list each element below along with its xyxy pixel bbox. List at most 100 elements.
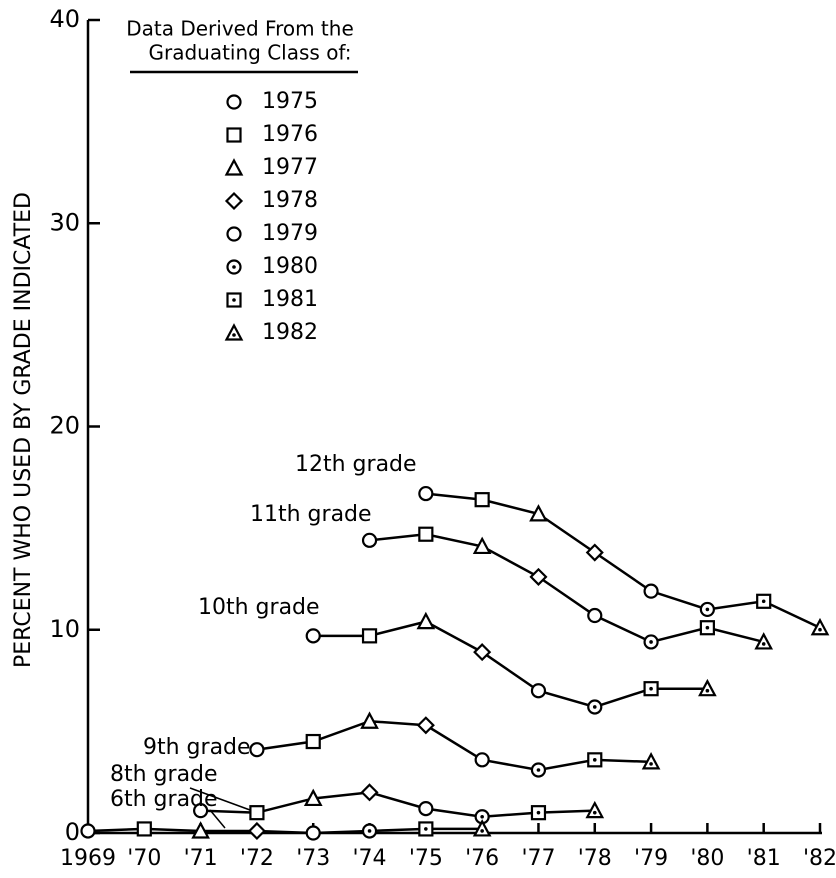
marker-dot [536,810,541,815]
marker-dot [536,768,541,772]
point [698,678,717,697]
marker-dot [705,688,710,693]
series-line [200,791,595,818]
marker-shape [224,191,244,211]
point [810,617,830,636]
marker-shape [529,567,548,586]
x-tick-label: '78 [578,846,612,871]
legend-label: 1976 [262,122,318,147]
marker-shape [643,583,659,599]
marker-shape [249,805,265,821]
legend-title: Data Derived From the [126,17,354,41]
leader-line [189,787,251,811]
marker-shape [303,788,323,807]
marker-dot [232,298,236,302]
point [360,783,379,802]
marker-shape [810,617,830,636]
point [643,681,659,697]
marker-shape [473,643,492,662]
legend-marker [226,292,242,308]
marker-dot [761,642,766,646]
point [587,699,603,715]
point [473,643,492,662]
legend-label: 1982 [262,320,318,345]
marker-shape [305,825,321,841]
marker-shape [226,226,242,242]
point [474,752,490,768]
marker-dot [232,265,236,269]
point [643,583,659,599]
marker-shape [226,127,242,143]
marker-shape [247,821,266,841]
marker-dot [649,640,653,644]
legend-label: 1978 [262,188,318,213]
point [249,742,265,758]
marker-shape [360,783,379,802]
marker-shape [754,632,774,650]
marker-dot [592,705,597,709]
marker-dot [232,333,236,337]
marker-shape [472,536,492,555]
x-tick-label: '76 [465,846,499,871]
marker-dot [649,762,653,766]
marker-dot [761,599,766,604]
point [418,821,434,837]
marker-shape [585,543,604,562]
series-label: 9th grade [143,735,251,760]
x-tick-label: '73 [296,846,330,871]
marker-dot [367,829,372,833]
point [587,607,603,624]
marker-dot [480,829,484,833]
x-tick-label: '81 [747,846,781,871]
marker-dot [649,686,653,691]
point [587,752,603,768]
x-tick-label: '82 [803,846,836,871]
marker-shape [472,819,492,837]
legend-marker [226,226,242,242]
marker-shape [698,678,717,697]
x-tick-label: '71 [184,846,218,871]
marker-shape [224,323,244,341]
legend-marker [224,323,244,341]
marker-shape [587,607,603,624]
x-tick-label: '72 [240,846,274,871]
legend-label: 1979 [262,221,318,246]
point [530,762,547,778]
point [80,823,96,839]
marker-shape [585,800,605,819]
marker-shape [226,94,242,110]
point [305,733,321,750]
series-line [87,827,483,835]
point [699,620,715,636]
point [472,536,492,555]
series-label: 11th grade [250,502,372,527]
point [247,821,266,841]
point [585,543,604,562]
y-tick-label: 40 [49,5,80,33]
series-label: 6th grade [110,787,218,812]
x-tick-label: '75 [409,846,443,871]
marker-dot [480,814,484,819]
marker-shape [418,526,434,542]
marker-shape [224,158,244,176]
point [193,803,209,819]
legend-marker [224,158,244,176]
series-label: 12th grade [295,452,417,477]
point [416,716,435,735]
y-axis-label: PERCENT WHO USED BY GRADE INDICATED [11,192,36,668]
marker-shape [361,532,378,548]
point [361,823,378,839]
leader-line [209,809,226,829]
marker-dot [424,827,428,831]
point [756,593,772,609]
y-tick-label: 20 [49,412,80,440]
legend-marker [224,191,244,211]
marker-shape [361,628,378,644]
marker-dot [592,810,597,815]
marker-shape [193,803,209,819]
x-tick-label: '74 [353,846,387,871]
point [418,801,434,817]
series-line [256,719,652,772]
legend-label: 1977 [262,155,318,180]
